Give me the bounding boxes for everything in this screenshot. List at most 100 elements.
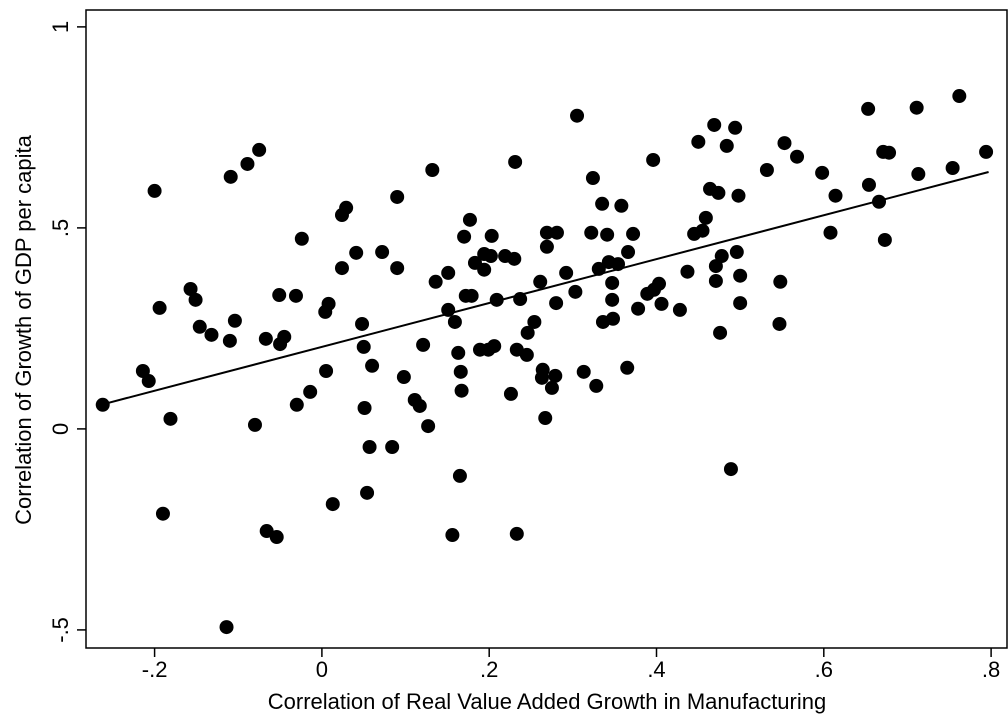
point (723, 462, 738, 477)
point (945, 160, 960, 175)
point (539, 239, 554, 254)
point (390, 189, 405, 204)
point (288, 288, 303, 303)
point (952, 89, 967, 104)
point (680, 264, 695, 279)
point (909, 100, 924, 115)
point (356, 339, 371, 354)
point (454, 383, 469, 398)
point (412, 398, 427, 413)
point (861, 101, 876, 116)
point (453, 364, 468, 379)
point (385, 439, 400, 454)
point (204, 327, 219, 342)
point (621, 245, 636, 260)
point (477, 262, 492, 277)
point (155, 506, 170, 521)
point (503, 386, 518, 401)
point (626, 226, 641, 241)
point (447, 314, 462, 329)
point (362, 439, 377, 454)
point (549, 296, 564, 311)
point (223, 169, 238, 184)
point (451, 345, 466, 360)
point (294, 231, 309, 246)
y-tick-label: 0 (48, 423, 73, 435)
point (318, 304, 333, 319)
point (576, 364, 591, 379)
y-axis-title: Correlation of Growth of GDP per capita (11, 134, 36, 524)
point (585, 171, 600, 186)
x-tick-label: -.2 (142, 657, 168, 682)
point (595, 196, 610, 211)
point (272, 288, 287, 303)
point (334, 261, 349, 276)
point (535, 362, 550, 377)
point (605, 275, 620, 290)
point (654, 296, 669, 311)
point (375, 245, 390, 260)
point (728, 120, 743, 135)
point (733, 296, 748, 311)
point (568, 284, 583, 299)
point (219, 620, 234, 635)
point (691, 134, 706, 149)
point (759, 163, 774, 178)
point (428, 274, 443, 289)
point (252, 142, 267, 157)
point (695, 223, 710, 238)
point (390, 261, 405, 276)
point (714, 249, 729, 264)
point (828, 188, 843, 203)
point (396, 370, 411, 385)
point (815, 165, 830, 180)
x-axis-title: Correlation of Real Value Added Growth i… (268, 689, 826, 714)
point (698, 210, 713, 225)
point (646, 152, 661, 167)
point (911, 167, 926, 182)
point (600, 227, 615, 242)
point (147, 183, 162, 198)
point (549, 225, 564, 240)
point (539, 225, 554, 240)
point (777, 136, 792, 151)
point (538, 411, 553, 426)
point (339, 200, 354, 215)
point (605, 292, 620, 307)
x-tick-label: .6 (815, 657, 833, 682)
x-tick-label: 0 (316, 657, 328, 682)
y-tick-label: 1 (48, 21, 73, 33)
point (163, 411, 178, 426)
point (355, 316, 370, 331)
point (508, 154, 523, 169)
point (357, 400, 372, 415)
point (259, 524, 274, 539)
point (713, 325, 728, 340)
point (247, 417, 262, 432)
point (152, 300, 167, 315)
point (672, 302, 687, 317)
point (222, 333, 237, 348)
point (319, 364, 334, 379)
point (620, 360, 635, 375)
point (773, 274, 788, 289)
point (731, 188, 746, 203)
point (452, 468, 467, 483)
fit-line (100, 171, 989, 406)
point (570, 108, 585, 123)
point (441, 265, 456, 280)
point (772, 316, 787, 331)
point (183, 281, 198, 296)
point (509, 526, 524, 541)
point (882, 145, 897, 160)
point (790, 149, 805, 164)
point (733, 268, 748, 283)
point (487, 339, 502, 354)
x-tick-label: .2 (480, 657, 498, 682)
point (227, 313, 242, 328)
point (544, 380, 559, 395)
point (484, 228, 499, 243)
point (425, 163, 440, 178)
point (360, 485, 375, 500)
point (708, 273, 723, 288)
